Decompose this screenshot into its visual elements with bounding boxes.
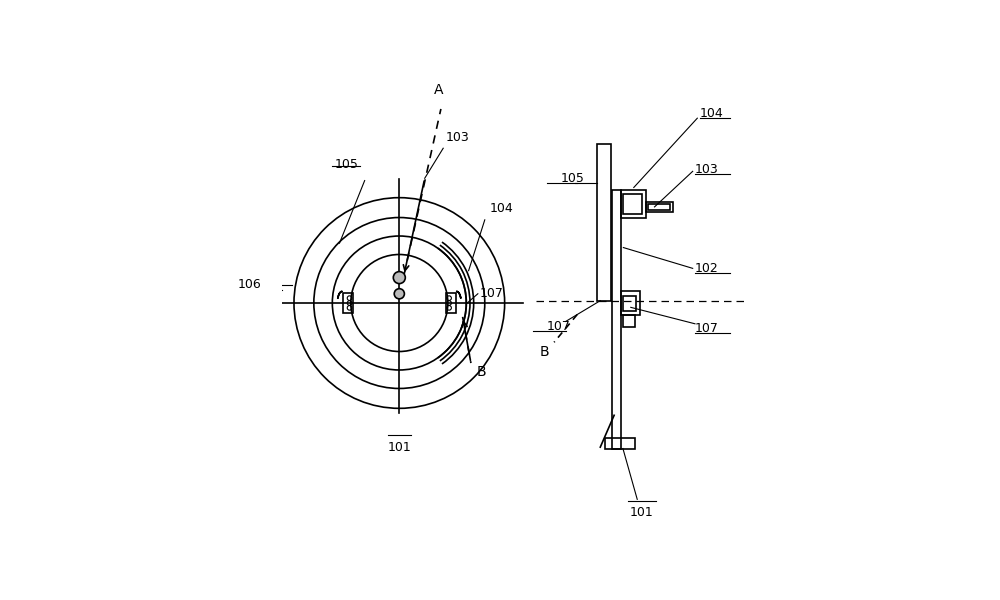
Text: 101: 101: [630, 506, 654, 519]
Text: 107: 107: [480, 287, 504, 300]
Text: 102: 102: [695, 262, 719, 275]
Text: B: B: [540, 344, 549, 359]
Text: 104: 104: [700, 107, 723, 120]
Text: 103: 103: [446, 131, 469, 143]
Text: A: A: [434, 83, 443, 97]
Text: 107: 107: [547, 320, 571, 332]
Bar: [648, 203, 670, 210]
Bar: [621, 290, 640, 314]
Text: 104: 104: [489, 202, 513, 215]
Text: 105: 105: [561, 172, 585, 185]
Bar: [597, 143, 611, 301]
Bar: [623, 314, 635, 328]
Bar: [343, 293, 353, 313]
Text: 105: 105: [334, 158, 358, 172]
Bar: [646, 202, 673, 212]
Bar: [621, 190, 646, 218]
Bar: [623, 194, 642, 214]
Bar: [605, 439, 635, 449]
Text: 103: 103: [695, 163, 719, 176]
Text: 107: 107: [695, 322, 719, 335]
Circle shape: [394, 289, 404, 299]
Text: B: B: [476, 365, 486, 379]
Bar: [623, 296, 636, 311]
Bar: [612, 190, 621, 449]
Bar: [446, 293, 456, 313]
Text: 101: 101: [387, 440, 411, 454]
Circle shape: [393, 272, 405, 284]
Text: 106: 106: [238, 278, 262, 291]
